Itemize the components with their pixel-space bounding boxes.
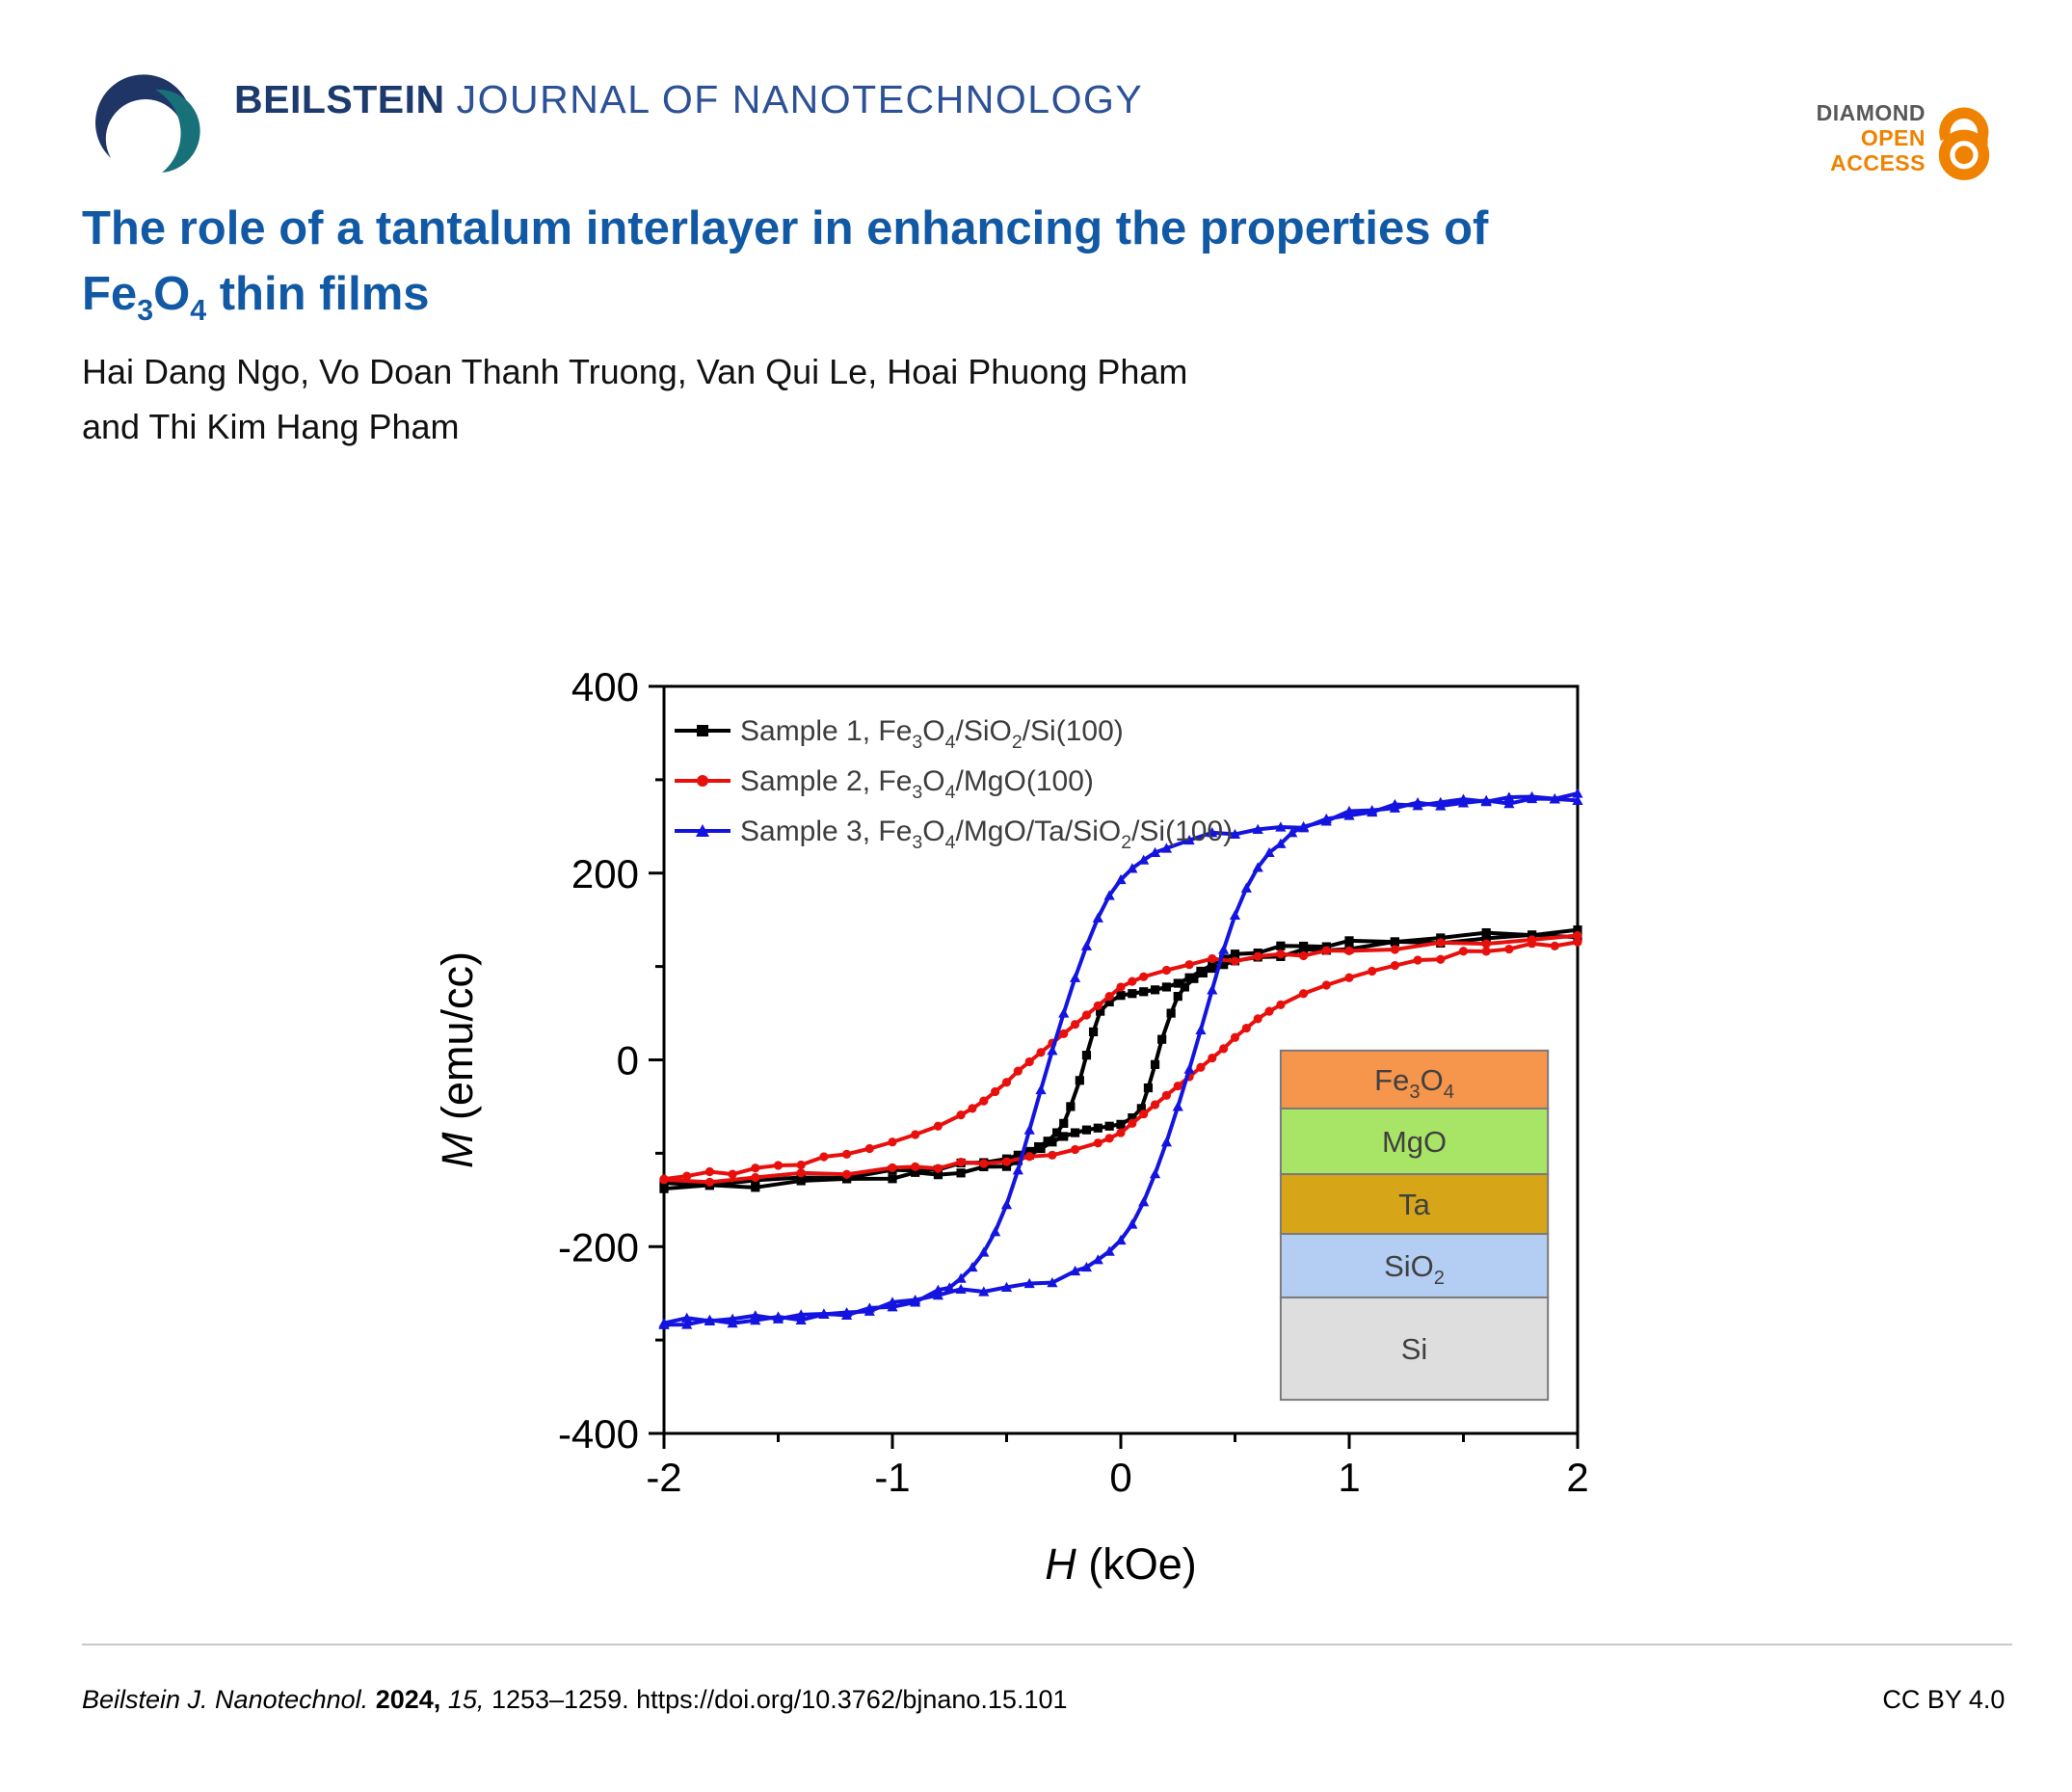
footer-year: 2024, [375,1685,441,1714]
axis-titles: H (kOe) M (emu/cc) [433,951,1197,1589]
legend-label-sample3: Sample 3, Fe3O4/MgO/Ta/SiO2/Si(100) [740,816,1233,853]
journal-name-rest: JOURNAL OF NANOTECHNOLOGY [456,77,1144,121]
svg-text:400: 400 [571,664,639,709]
svg-text:0: 0 [617,1038,639,1083]
axes: -2 -1 0 1 2 -400 -200 0 200 400 [558,664,1589,1500]
hysteresis-chart-figure: -2 -1 0 1 2 -400 -200 0 200 400 H (kOe) M (emu/cc) F… [433,664,1589,1589]
layer-stack-inset: Fe3O4 MgO Ta SiO2 Si [1279,1049,1550,1402]
lock-keyhole [1954,146,1974,165]
footer-journal-abbrev: Beilstein J. Nanotechnol. [82,1685,369,1714]
logo-arc-teal [155,89,200,173]
series-sample3 [658,788,1583,1329]
svg-text:1: 1 [1338,1455,1360,1500]
author-list-line1: Hai Dang Ngo, Vo Doan Thanh Truong, Van … [82,352,1188,391]
open-access-badge: DIAMOND OPEN ACCESS [1817,100,1926,175]
svg-text:-2: -2 [646,1455,681,1500]
legend-label-sample1: Sample 1, Fe3O4/SiO2/Si(100) [740,715,1124,753]
svg-text:0: 0 [1109,1455,1131,1500]
badge-diamond: DIAMOND [1816,100,1926,125]
logo-arc-navy [95,74,193,158]
layer-4-label: Si [1401,1332,1428,1366]
footer-pages: 1253–1259. [491,1685,629,1714]
badge-open: OPEN [1860,125,1926,150]
layer-2-label: Ta [1398,1188,1431,1221]
x-axis-title: H (kOe) [1045,1539,1197,1589]
author-list-line2: and Thi Kim Hang Pham [82,407,460,446]
journal-wordmark: BEILSTEIN JOURNAL OF NANOTECHNOLOGY [234,77,1143,122]
layer-4 [1279,1296,1550,1402]
svg-text:2: 2 [1566,1455,1588,1500]
article-title-line1: The role of a tantalum interlayer in enh… [82,202,1489,254]
footer-volume: 15, [447,1685,485,1714]
article-title-line2: Fe3O4 thin films [82,268,430,327]
badge-access: ACCESS [1830,150,1926,175]
lock-body [1938,129,1990,180]
legend-label-sample2: Sample 2, Fe3O4/MgO(100) [740,765,1094,803]
footer-divider [82,1644,2012,1645]
layer-0 [1279,1049,1550,1110]
layer-1 [1279,1107,1550,1176]
journal-name-bold: BEILSTEIN [234,77,445,121]
layer-3-label: SiO2 [1384,1249,1445,1289]
svg-text:200: 200 [571,851,639,896]
open-access-lock-icon [1938,107,1990,180]
layer-1-label: MgO [1382,1125,1447,1159]
svg-text:-1: -1 [874,1455,910,1500]
y-axis-title: M (emu/cc) [433,951,482,1168]
author-list: Hai Dang Ngo, Vo Doan Thanh Truong, Van … [82,344,1913,454]
layer-0-label: Fe3O4 [1374,1063,1454,1103]
footer-spacer [1075,1685,1882,1715]
beilstein-logo [72,74,200,178]
article-title: The role of a tantalum interlayer in enh… [82,196,2019,327]
footer: Beilstein J. Nanotechnol. 2024, 15, 1253… [82,1685,2012,1715]
layer-2 [1279,1173,1550,1236]
lock-shackle [1939,107,1989,146]
svg-text:-200: -200 [558,1224,639,1270]
svg-text:-400: -400 [558,1411,639,1457]
doi-link[interactable]: https://doi.org/10.3762/bjnano.15.101 [636,1685,1068,1714]
license-label: CC BY 4.0 [1882,1685,2006,1714]
chart-legend: Sample 1, Fe3O4/SiO2/Si(100) Sample 2, Fe… [675,715,1233,853]
